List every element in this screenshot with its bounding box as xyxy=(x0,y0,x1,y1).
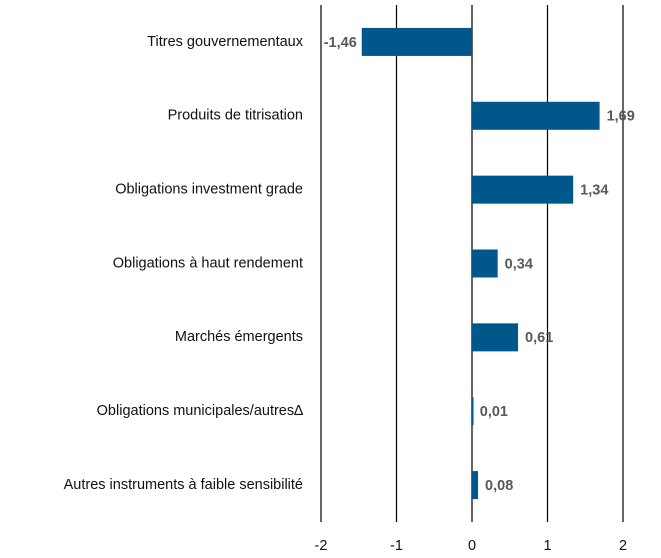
x-tick-label: -1 xyxy=(390,538,403,554)
bar xyxy=(472,323,519,352)
category-label: Marchés émergents xyxy=(175,329,303,345)
x-tick-label: 1 xyxy=(543,538,551,554)
bar xyxy=(472,101,600,130)
value-label: 1,69 xyxy=(607,109,635,125)
value-label: 0,34 xyxy=(505,256,533,272)
bar xyxy=(472,471,479,500)
bar xyxy=(361,27,472,56)
category-label: Autres instruments à faible sensibilité xyxy=(64,477,303,493)
bar xyxy=(472,249,498,278)
category-label: Obligations à haut rendement xyxy=(113,255,303,271)
bar xyxy=(472,397,474,426)
value-label: 0,61 xyxy=(525,330,553,346)
category-label: Obligations municipales/autres∆ xyxy=(97,403,303,419)
value-label: 0,08 xyxy=(485,478,513,494)
value-label: 1,34 xyxy=(580,182,608,198)
category-label: Produits de titrisation xyxy=(168,108,303,124)
category-label: Obligations investment grade xyxy=(115,181,303,197)
value-label: 0,01 xyxy=(480,404,508,420)
x-tick-label: -2 xyxy=(315,538,328,554)
value-label: -1,46 xyxy=(324,35,357,51)
x-tick-label: 0 xyxy=(468,538,476,554)
x-tick-label: 2 xyxy=(619,538,627,554)
bar xyxy=(472,175,574,204)
category-label: Titres gouvernementaux xyxy=(147,34,304,50)
